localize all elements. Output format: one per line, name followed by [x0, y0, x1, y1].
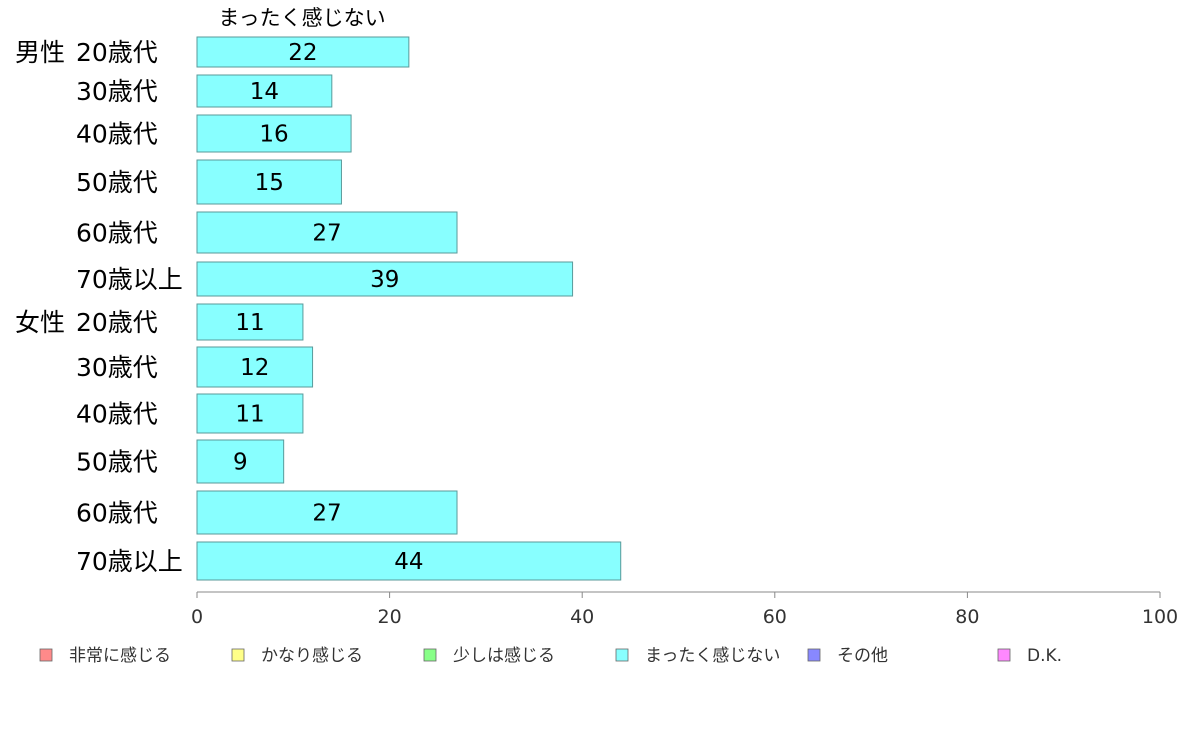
bar-value-label: 9	[233, 450, 248, 476]
bar	[196, 261, 574, 297]
x-tick-label: 40	[570, 606, 594, 628]
category-label: 30歳代	[76, 353, 158, 382]
bar-value-label: 44	[394, 549, 423, 575]
legend: 非常に感じる かなり感じる 少しは感じる まったく感じない その他 D.K.	[39, 646, 1062, 666]
group-label: 男性	[15, 38, 65, 67]
x-tick-label: 100	[1142, 606, 1178, 628]
category-label: 20歳代	[76, 38, 158, 67]
bar	[196, 439, 285, 484]
series-title: まったく感じない	[218, 6, 385, 30]
x-tick-label: 60	[763, 606, 787, 628]
legend-swatch	[423, 648, 437, 662]
legend-label: 少しは感じる	[453, 646, 555, 666]
bar-value-label: 15	[255, 170, 284, 196]
category-label: 70歳以上	[76, 547, 183, 576]
category-label: 60歳代	[76, 219, 158, 248]
group-label: 女性	[15, 308, 65, 337]
legend-swatch	[997, 648, 1011, 662]
category-label: 70歳以上	[76, 265, 183, 294]
bar	[196, 211, 458, 254]
bar	[196, 74, 333, 108]
bar	[196, 490, 458, 535]
bar-value-label: 16	[259, 122, 288, 148]
bar-value-label: 27	[312, 221, 341, 247]
legend-label: まったく感じない	[645, 646, 780, 666]
bar-value-label: 27	[312, 501, 341, 527]
legend-label: 非常に感じる	[69, 646, 171, 666]
legend-swatch	[39, 648, 53, 662]
bar	[196, 303, 304, 341]
x-axis: 0 20 40 60 80 100	[191, 591, 1178, 628]
legend-label: かなり感じる	[261, 646, 363, 666]
bar-value-label: 14	[250, 79, 279, 105]
legend-label: その他	[837, 646, 888, 666]
bar	[196, 393, 304, 434]
x-tick-label: 20	[378, 606, 402, 628]
bar-value-label: 11	[235, 402, 264, 428]
category-label: 50歳代	[76, 168, 158, 197]
category-label: 50歳代	[76, 448, 158, 477]
category-label: 30歳代	[76, 77, 158, 106]
category-label: 60歳代	[76, 499, 158, 528]
legend-label: D.K.	[1027, 646, 1062, 666]
bars-group: 2220歳代男性1430歳代1640歳代1550歳代2760歳代3970歳以上1…	[15, 36, 622, 581]
legend-swatch	[615, 648, 629, 662]
bar-value-label: 39	[370, 267, 399, 293]
x-tick-label: 0	[191, 606, 203, 628]
legend-swatch	[807, 648, 821, 662]
category-label: 40歳代	[76, 400, 158, 429]
bar-value-label: 22	[288, 40, 317, 66]
bar	[196, 346, 314, 388]
bar-value-label: 12	[240, 355, 269, 381]
x-tick-label: 80	[955, 606, 979, 628]
legend-swatch	[231, 648, 245, 662]
category-label: 40歳代	[76, 120, 158, 149]
bar	[196, 541, 622, 581]
bar	[196, 114, 352, 153]
bar	[196, 159, 342, 205]
bar	[196, 36, 410, 68]
bar-value-label: 11	[235, 310, 264, 336]
category-label: 20歳代	[76, 308, 158, 337]
